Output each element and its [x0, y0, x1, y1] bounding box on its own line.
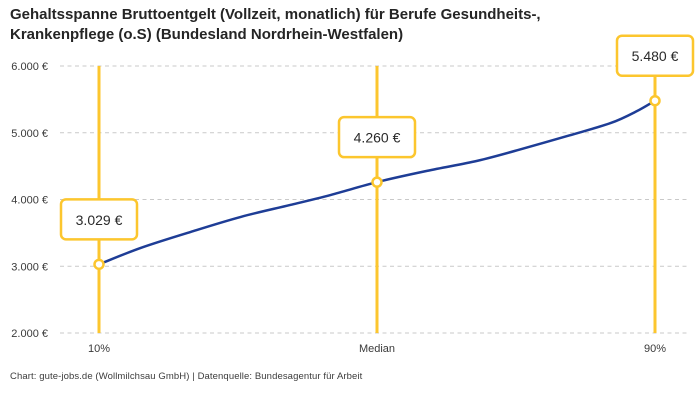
data-point-marker — [371, 176, 383, 188]
value-label: 5.480 € — [632, 48, 679, 64]
value-label-box — [59, 198, 139, 241]
data-point-marker — [93, 258, 105, 271]
footer-credit: Chart: gute-jobs.de (Wollmilchsau GmbH) … — [10, 371, 363, 382]
salary-curve — [97, 99, 657, 266]
value-label: 4.260 € — [354, 130, 401, 146]
value-label: 3.029 € — [76, 212, 123, 228]
x-tick-label: 90% — [644, 343, 666, 355]
x-tick-label: 10% — [88, 343, 110, 355]
data-point-marker — [649, 94, 661, 107]
value-label-box — [337, 115, 417, 159]
y-tick-label: 5.000 € — [11, 128, 48, 140]
page-title-line-2: Krankenpflege (o.S) (Bundesland Nordrhei… — [10, 26, 404, 43]
y-tick-label: 2.000 € — [11, 328, 48, 340]
page-title-line-1: Gehaltsspanne Bruttoentgelt (Vollzeit, m… — [10, 6, 541, 23]
y-tick-label: 3.000 € — [11, 261, 48, 273]
page-title: Gehaltsspanne Bruttoentgelt (Vollzeit, m… — [10, 5, 541, 45]
y-tick-label: 4.000 € — [11, 195, 48, 207]
value-label-box — [615, 34, 695, 77]
x-tick-label: Median — [359, 343, 395, 355]
y-tick-label: 6.000 € — [11, 61, 48, 73]
